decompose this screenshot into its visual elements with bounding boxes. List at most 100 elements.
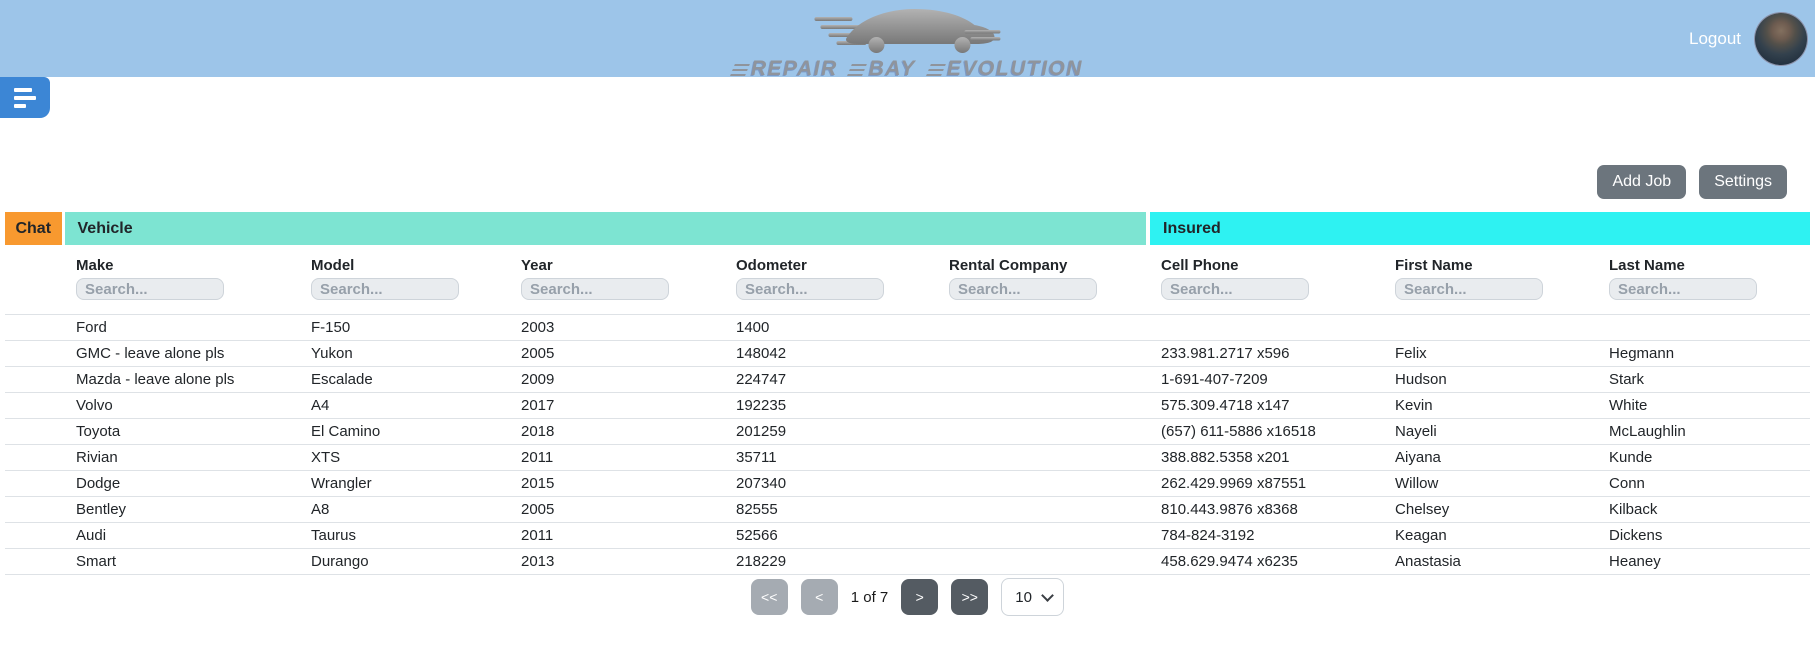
- cell-model: Yukon: [311, 345, 353, 362]
- cell-odometer: 52566: [736, 527, 778, 544]
- table-row[interactable]: Volvo A4 2017 192235 575.309.4718 x147 K…: [5, 392, 1811, 419]
- pagination: << < 1 of 7 > >> 10: [0, 577, 1815, 617]
- brand-title: REPAIR BAY EVOLUTION: [732, 57, 1083, 81]
- settings-button[interactable]: Settings: [1699, 165, 1787, 199]
- table-row[interactable]: Ford F-150 2003 1400: [5, 314, 1811, 341]
- search-input-cell-phone[interactable]: [1161, 278, 1310, 300]
- table-row[interactable]: GMC - leave alone pls Yukon 2005 148042 …: [5, 340, 1811, 367]
- cell-make: Mazda - leave alone pls: [76, 371, 235, 388]
- hamburger-icon: [14, 87, 32, 92]
- cell-chat: [5, 549, 63, 575]
- toolbar: Add Job Settings: [0, 165, 1815, 199]
- search-input-make[interactable]: [76, 278, 224, 300]
- table-row[interactable]: Audi Taurus 2011 52566 784-824-3192 Keag…: [5, 522, 1811, 549]
- table-row[interactable]: Mazda - leave alone pls Escalade 2009 22…: [5, 366, 1811, 393]
- menu-button[interactable]: [0, 77, 50, 118]
- search-input-first-name[interactable]: [1395, 278, 1544, 300]
- cell-chat: [5, 497, 63, 523]
- user-avatar[interactable]: [1755, 12, 1807, 65]
- cell-chat: [5, 367, 63, 393]
- cell-cell-phone: 810.443.9876 x8368: [1161, 501, 1298, 518]
- cell-year: 2017: [521, 397, 555, 414]
- cell-rental-company: [936, 445, 1148, 471]
- brand-logo: REPAIR BAY EVOLUTION: [732, 2, 1083, 81]
- cell-first-name: Nayeli: [1395, 423, 1437, 440]
- page-size-select-wrap: 10: [1001, 578, 1065, 616]
- first-page-button[interactable]: <<: [750, 579, 788, 615]
- add-job-button[interactable]: Add Job: [1597, 165, 1687, 199]
- cell-last-name: Heaney: [1609, 553, 1661, 570]
- cell-odometer: 1400: [736, 319, 770, 336]
- cell-cell-phone: 784-824-3192: [1161, 527, 1255, 544]
- table-row[interactable]: Dodge Wrangler 2015 207340 262.429.9969 …: [5, 470, 1811, 497]
- cell-chat: [5, 419, 63, 445]
- cell-chat: [5, 445, 63, 471]
- cell-first-name: Chelsey: [1395, 501, 1450, 518]
- cell-odometer: 148042: [736, 345, 787, 362]
- page-size-select[interactable]: 10: [1001, 578, 1065, 616]
- next-page-button[interactable]: >: [901, 579, 939, 615]
- search-input-model[interactable]: [311, 278, 459, 300]
- search-input-last-name[interactable]: [1609, 278, 1758, 300]
- cell-cell-phone: (657) 611-5886 x16518: [1161, 423, 1316, 440]
- cell-odometer: 82555: [736, 501, 778, 518]
- cell-last-name: [1596, 315, 1810, 341]
- column-header-odometer: Odometer: [736, 257, 807, 274]
- prev-page-button[interactable]: <: [800, 579, 838, 615]
- cell-chat: [5, 341, 63, 367]
- header-actions: Logout: [1689, 0, 1807, 77]
- table-row[interactable]: Toyota El Camino 2018 201259 (657) 611-5…: [5, 418, 1811, 445]
- cell-make: Smart: [76, 553, 117, 570]
- search-input-odometer[interactable]: [736, 278, 884, 300]
- cell-rental-company: [936, 367, 1148, 393]
- cell-last-name: Stark: [1609, 371, 1645, 388]
- cell-odometer: 207340: [736, 475, 787, 492]
- cell-year: 2015: [521, 475, 555, 492]
- cell-rental-company: [936, 393, 1148, 419]
- cell-year: 2009: [521, 371, 555, 388]
- cell-cell-phone: 262.429.9969 x87551: [1161, 475, 1307, 492]
- speeding-car-icon: [813, 2, 1003, 59]
- cell-model: XTS: [311, 449, 341, 466]
- cell-cell-phone: 233.981.2717 x596: [1161, 345, 1290, 362]
- column-header-first-name: First Name: [1395, 257, 1473, 274]
- cell-rental-company: [936, 497, 1148, 523]
- cell-last-name: Dickens: [1609, 527, 1663, 544]
- table-row[interactable]: Rivian XTS 2011 35711 388.882.5358 x201 …: [5, 444, 1811, 471]
- cell-year: 2011: [521, 449, 554, 466]
- cell-cell-phone: 575.309.4718 x147: [1161, 397, 1290, 414]
- cell-last-name: Kunde: [1609, 449, 1653, 466]
- last-page-button[interactable]: >>: [951, 579, 989, 615]
- cell-last-name: White: [1609, 397, 1648, 414]
- search-input-rental-company[interactable]: [949, 278, 1097, 300]
- cell-chat: [5, 523, 63, 549]
- jobs-table: Chat Vehicle Insured Make Model Year Odo…: [5, 212, 1811, 575]
- cell-model: A8: [311, 501, 330, 518]
- brand-word: REPAIR: [732, 57, 838, 81]
- section-header-insured: Insured: [1148, 212, 1811, 245]
- cell-rental-company: [936, 523, 1148, 549]
- cell-first-name: Anastasia: [1395, 553, 1461, 570]
- table-row[interactable]: Bentley A8 2005 82555 810.443.9876 x8368…: [5, 496, 1811, 523]
- cell-year: 2005: [521, 501, 555, 518]
- cell-year: 2018: [521, 423, 555, 440]
- cell-cell-phone: 458.629.9474 x6235: [1161, 553, 1298, 570]
- cell-last-name: Conn: [1609, 475, 1645, 492]
- cell-rental-company: [936, 315, 1148, 341]
- cell-make: Toyota: [76, 423, 121, 440]
- cell-model: Escalade: [311, 371, 373, 388]
- cell-odometer: 224747: [736, 371, 787, 388]
- cell-last-name: McLaughlin: [1609, 423, 1686, 440]
- cell-chat: [5, 393, 63, 419]
- cell-model: Durango: [311, 553, 369, 570]
- cell-model: Wrangler: [311, 475, 372, 492]
- column-header-make: Make: [76, 257, 114, 274]
- app-header: REPAIR BAY EVOLUTION Logout: [0, 0, 1815, 80]
- cell-odometer: 192235: [736, 397, 787, 414]
- table-row[interactable]: Smart Durango 2013 218229 458.629.9474 x…: [5, 548, 1811, 575]
- column-header-model: Model: [311, 257, 355, 274]
- cell-cell-phone: 1-691-407-7209: [1161, 371, 1268, 388]
- search-input-year[interactable]: [521, 278, 669, 300]
- logout-link[interactable]: Logout: [1689, 28, 1741, 48]
- cell-last-name: Hegmann: [1609, 345, 1675, 362]
